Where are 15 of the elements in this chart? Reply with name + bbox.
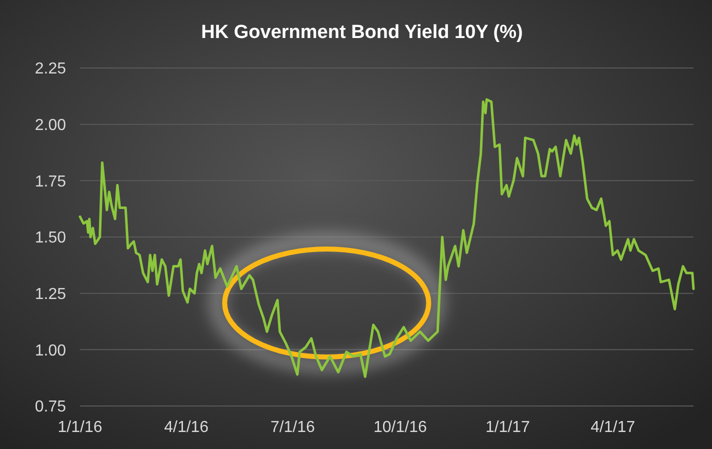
chart-title: HK Government Bond Yield 10Y (%): [201, 22, 523, 43]
x-tick-label: 10/1/16: [373, 419, 427, 436]
x-tick-label: 1/1/16: [58, 419, 102, 436]
y-tick-label: 0.75: [34, 398, 66, 416]
x-tick-label: 4/1/17: [590, 419, 636, 436]
y-tick-label: 1.00: [34, 342, 66, 360]
y-tick-label: 1.50: [34, 230, 66, 247]
x-tick-label: 4/1/16: [164, 419, 209, 436]
line-series: [78, 98, 695, 378]
y-tick-label: 1.75: [34, 173, 66, 190]
y-tick-label: 1.25: [34, 286, 66, 303]
x-tick-label: 1/1/17: [485, 419, 530, 436]
y-tick-label: 2.00: [34, 116, 66, 134]
y-tick-label: 2.25: [34, 60, 66, 78]
x-tick-label: 7/1/16: [270, 419, 316, 436]
